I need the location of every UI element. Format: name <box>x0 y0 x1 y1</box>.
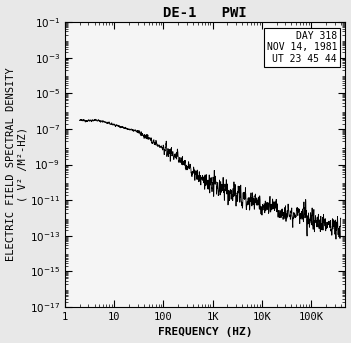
X-axis label: FREQUENCY (HZ): FREQUENCY (HZ) <box>158 328 252 338</box>
Text: DAY 318
NOV 14, 1981
UT 23 45 44: DAY 318 NOV 14, 1981 UT 23 45 44 <box>266 31 337 64</box>
Title: DE-1   PWI: DE-1 PWI <box>163 5 247 20</box>
Y-axis label: ELECTRIC FIELD SPECTRAL DENSITY
( V² /M²-HZ): ELECTRIC FIELD SPECTRAL DENSITY ( V² /M²… <box>6 68 27 261</box>
